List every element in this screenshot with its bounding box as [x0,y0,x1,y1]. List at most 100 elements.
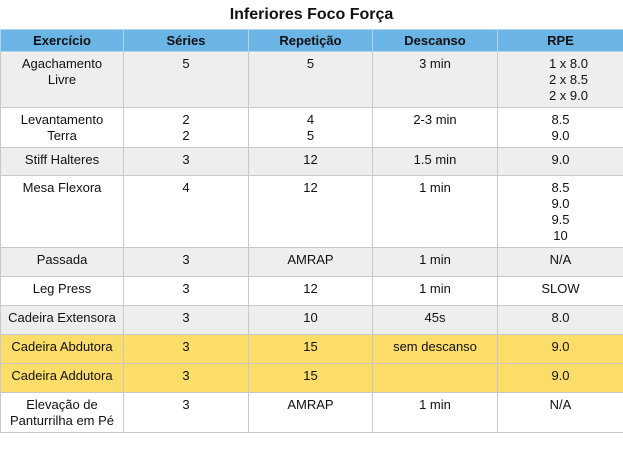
cell-line: 15 [303,368,318,383]
cell-line: 8.5 [551,112,570,127]
cell-exercicio: Stiff Halteres [0,147,124,176]
cell-exercicio: Cadeira Extensora [0,305,124,335]
cell-line: 9.0 [551,339,570,354]
cell-line: 15 [303,339,318,354]
cell-series: 3 [123,276,249,306]
cell-line: 5 [306,56,315,71]
cell-rpe: 9.0 [497,363,623,393]
cell-line: Panturrilha em Pé [9,413,115,428]
cell-line: 12 [303,152,318,167]
table-row: Agachamento Livre 5 5 3 min 1 x 8.0 2 x 8.5 2 x… [0,51,623,108]
cell-line: Terra [47,128,77,143]
cell-rpe: 1 x 8.0 2 x 8.5 2 x 9.0 [497,51,623,108]
cell-line: 3 [182,310,190,325]
cell-descanso: 45s [372,305,498,335]
table-row: Mesa Flexora 4 12 1 min 8.5 9.0 9.5 10 [0,175,623,248]
cell-line: Levantamento [20,112,104,127]
cell-line: 3 [182,152,190,167]
cell-line: 9.0 [551,368,570,383]
header-row: Exercício Séries Repetição Descanso RPE [0,29,623,52]
cell-descanso: 1 min [372,276,498,306]
cell-line: 4 [182,180,190,195]
cell-rpe: 9.0 [497,334,623,364]
cell-repeticao: 12 [248,147,373,176]
cell-line: Mesa Flexora [22,180,102,195]
cell-line: 1.5 min [413,152,457,167]
cell-exercicio: Leg Press [0,276,124,306]
cell-line: 3 [182,281,190,296]
cell-line: 3 [182,368,190,383]
cell-series: 3 [123,363,249,393]
cell-exercicio: Mesa Flexora [0,175,124,248]
cell-line: N/A [549,252,572,267]
cell-descanso: 1.5 min [372,147,498,176]
cell-repeticao: 15 [248,363,373,393]
cell-descanso: 1 min [372,175,498,248]
cell-line: 12 [303,180,318,195]
cell-descanso: 3 min [372,51,498,108]
cell-exercicio: Cadeira Abdutora [0,334,124,364]
cell-series: 3 [123,334,249,364]
cell-line: 3 [182,339,190,354]
cell-line: Cadeira Abdutora [11,339,113,354]
table-row: Cadeira Extensora 3 10 45s 8.0 [0,305,623,335]
cell-descanso: 1 min [372,392,498,433]
cell-exercicio: Agachamento Livre [0,51,124,108]
cell-line: 3 min [419,56,451,71]
cell-line: Elevação de [26,397,98,412]
cell-line: 1 min [419,180,451,195]
cell-line: 10 [553,228,568,243]
cell-repeticao: 12 [248,276,373,306]
cell-repeticao: AMRAP [248,247,373,277]
table-row: Passada 3 AMRAP 1 min N/A [0,247,623,277]
cell-line: 8.5 [551,180,570,195]
cell-line: 3 [182,252,190,267]
table-row: Levantamento Terra 2 2 4 5 2-3 min 8.5 9.0 [0,107,623,148]
cell-descanso: 1 min [372,247,498,277]
header-rpe: RPE [497,29,623,52]
cell-line: Passada [36,252,88,267]
cell-line: 2-3 min [413,112,457,127]
cell-rpe: 8.5 9.0 [497,107,623,148]
cell-line: 9.0 [551,196,570,211]
cell-rpe: N/A [497,247,623,277]
cell-repeticao: 5 [248,51,373,108]
cell-series: 3 [123,392,249,433]
cell-line: 12 [303,281,318,296]
cell-rpe: SLOW [497,276,623,306]
cell-line: 5 [306,128,315,143]
cell-descanso: 2-3 min [372,107,498,148]
cell-line: sem descanso [393,339,477,354]
cell-line: 9.0 [551,152,570,167]
cell-line: 9.5 [551,212,570,227]
cell-line: 1 min [419,252,451,267]
cell-line: Cadeira Addutora [11,368,113,383]
table-body: Agachamento Livre 5 5 3 min 1 x 8.0 2 x 8.5 2 x… [0,51,623,433]
cell-repeticao: 12 [248,175,373,248]
table-row: Leg Press 3 12 1 min SLOW [0,276,623,306]
cell-line: 2 [182,128,190,143]
cell-line: Agachamento [21,56,103,71]
cell-line: 10 [303,310,318,325]
cell-line: 2 x 8.5 [548,72,588,87]
table-row: Cadeira Abdutora 3 15 sem descanso 9.0 [0,334,623,364]
cell-series: 3 [123,147,249,176]
header-series: Séries [123,29,249,52]
cell-exercicio: Levantamento Terra [0,107,124,148]
cell-line: 9.0 [551,128,570,143]
cell-rpe: 8.5 9.0 9.5 10 [497,175,623,248]
cell-repeticao: AMRAP [248,392,373,433]
cell-series: 5 [123,51,249,108]
cell-line: SLOW [541,281,580,296]
cell-line: 1 x 8.0 [548,56,588,71]
cell-line: N/A [549,397,572,412]
header-repeticao: Repetição [248,29,373,52]
cell-series: 4 [123,175,249,248]
cell-descanso [372,363,498,393]
workout-table: Exercício Séries Repetição Descanso RPE … [0,29,623,433]
cell-line: 4 [306,112,315,127]
table-row: Cadeira Addutora 3 15 9.0 [0,363,623,393]
cell-series: 3 [123,247,249,277]
cell-line: Cadeira Extensora [8,310,116,325]
